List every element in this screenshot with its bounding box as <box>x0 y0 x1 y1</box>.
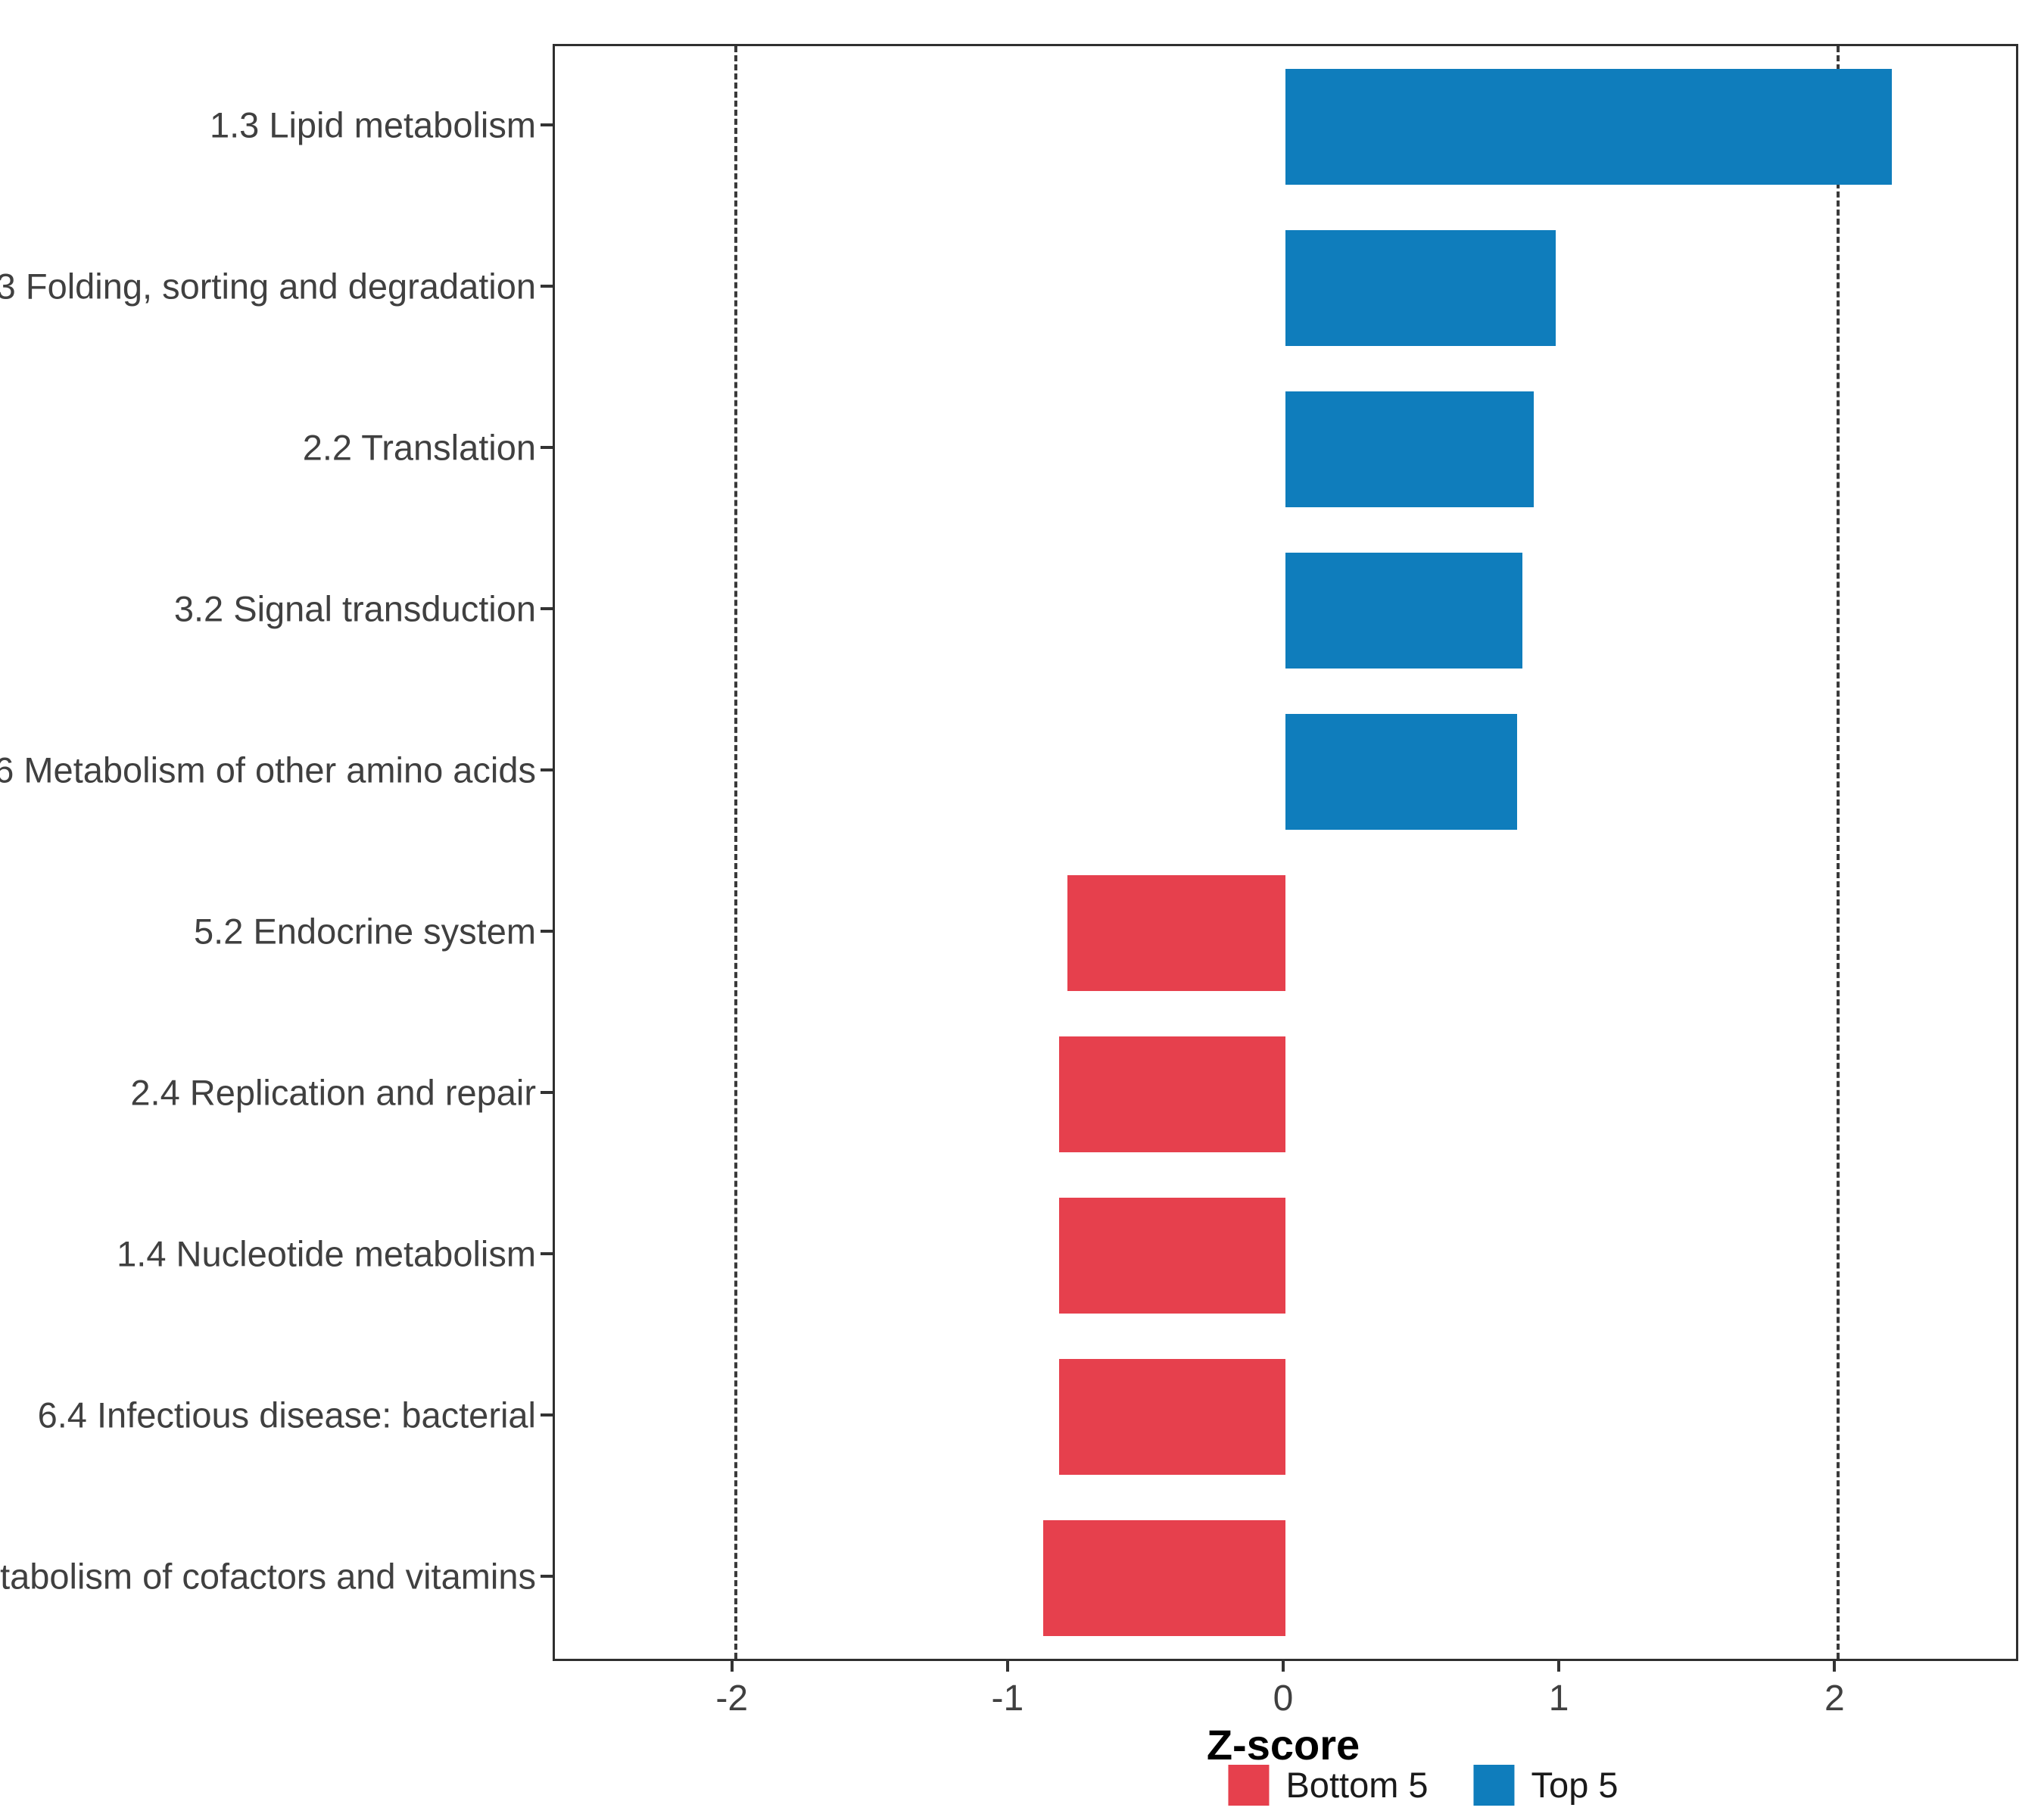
legend-swatch <box>1228 1764 1270 1806</box>
legend: Bottom 5 Top 5 <box>1228 1764 1619 1806</box>
legend-item: Bottom 5 <box>1228 1764 1429 1806</box>
bar <box>1285 68 1893 185</box>
y-axis-tick <box>541 929 553 933</box>
category-label: 1.3 Lipid metabolism <box>209 104 536 145</box>
bar <box>1059 1197 1285 1314</box>
bar <box>1285 391 1534 508</box>
x-tick-label: -2 <box>715 1678 749 1719</box>
bar <box>1285 229 1556 347</box>
category-label: 1.8 Metabolism of cofactors and vitamins <box>0 1556 536 1596</box>
legend-item: Top 5 <box>1473 1764 1619 1806</box>
legend-label: Top 5 <box>1531 1765 1619 1805</box>
category-label: 1.6 Metabolism of other amino acids <box>0 750 536 790</box>
legend-label: Bottom 5 <box>1285 1765 1429 1805</box>
category-label: 6.4 Infectious disease: bacterial <box>37 1395 536 1435</box>
x-axis-tick <box>1557 1659 1561 1672</box>
y-axis-tick <box>541 768 553 771</box>
x-tick-label: 0 <box>1273 1678 1294 1719</box>
category-label: 3.2 Signal transduction <box>173 588 536 628</box>
bar <box>1285 713 1517 831</box>
bar <box>1042 1519 1285 1637</box>
plot-panel <box>553 44 2018 1661</box>
x-axis-tick <box>1833 1659 1837 1672</box>
x-axis-tick <box>730 1659 734 1672</box>
x-axis-title: Z-score <box>1206 1721 1360 1769</box>
y-axis-tick <box>541 1413 553 1417</box>
x-axis-tick <box>1282 1659 1285 1672</box>
y-axis-tick <box>541 606 553 610</box>
legend-swatch <box>1473 1764 1515 1806</box>
y-axis-tick <box>541 1251 553 1255</box>
category-label: 2.2 Translation <box>302 427 536 467</box>
y-axis-tick <box>541 1090 553 1094</box>
x-axis-tick <box>1005 1659 1009 1672</box>
reference-line <box>1837 46 1840 1659</box>
y-axis-tick <box>541 445 553 449</box>
reference-line <box>734 46 737 1659</box>
y-axis-tick <box>541 284 553 288</box>
category-label: 1.4 Nucleotide metabolism <box>117 1233 536 1273</box>
bar <box>1067 874 1285 992</box>
bar <box>1059 1036 1285 1153</box>
y-axis-tick <box>541 1574 553 1578</box>
category-label: 2.4 Replication and repair <box>130 1072 536 1112</box>
category-label: 2.3 Folding, sorting and degradation <box>0 266 536 306</box>
bar <box>1285 552 1523 669</box>
x-tick-label: 2 <box>1824 1678 1845 1719</box>
y-axis-tick <box>541 123 553 126</box>
category-label: 5.2 Endocrine system <box>194 911 536 951</box>
x-tick-label: 1 <box>1548 1678 1569 1719</box>
x-tick-label: -1 <box>991 1678 1024 1719</box>
bar <box>1059 1358 1285 1476</box>
